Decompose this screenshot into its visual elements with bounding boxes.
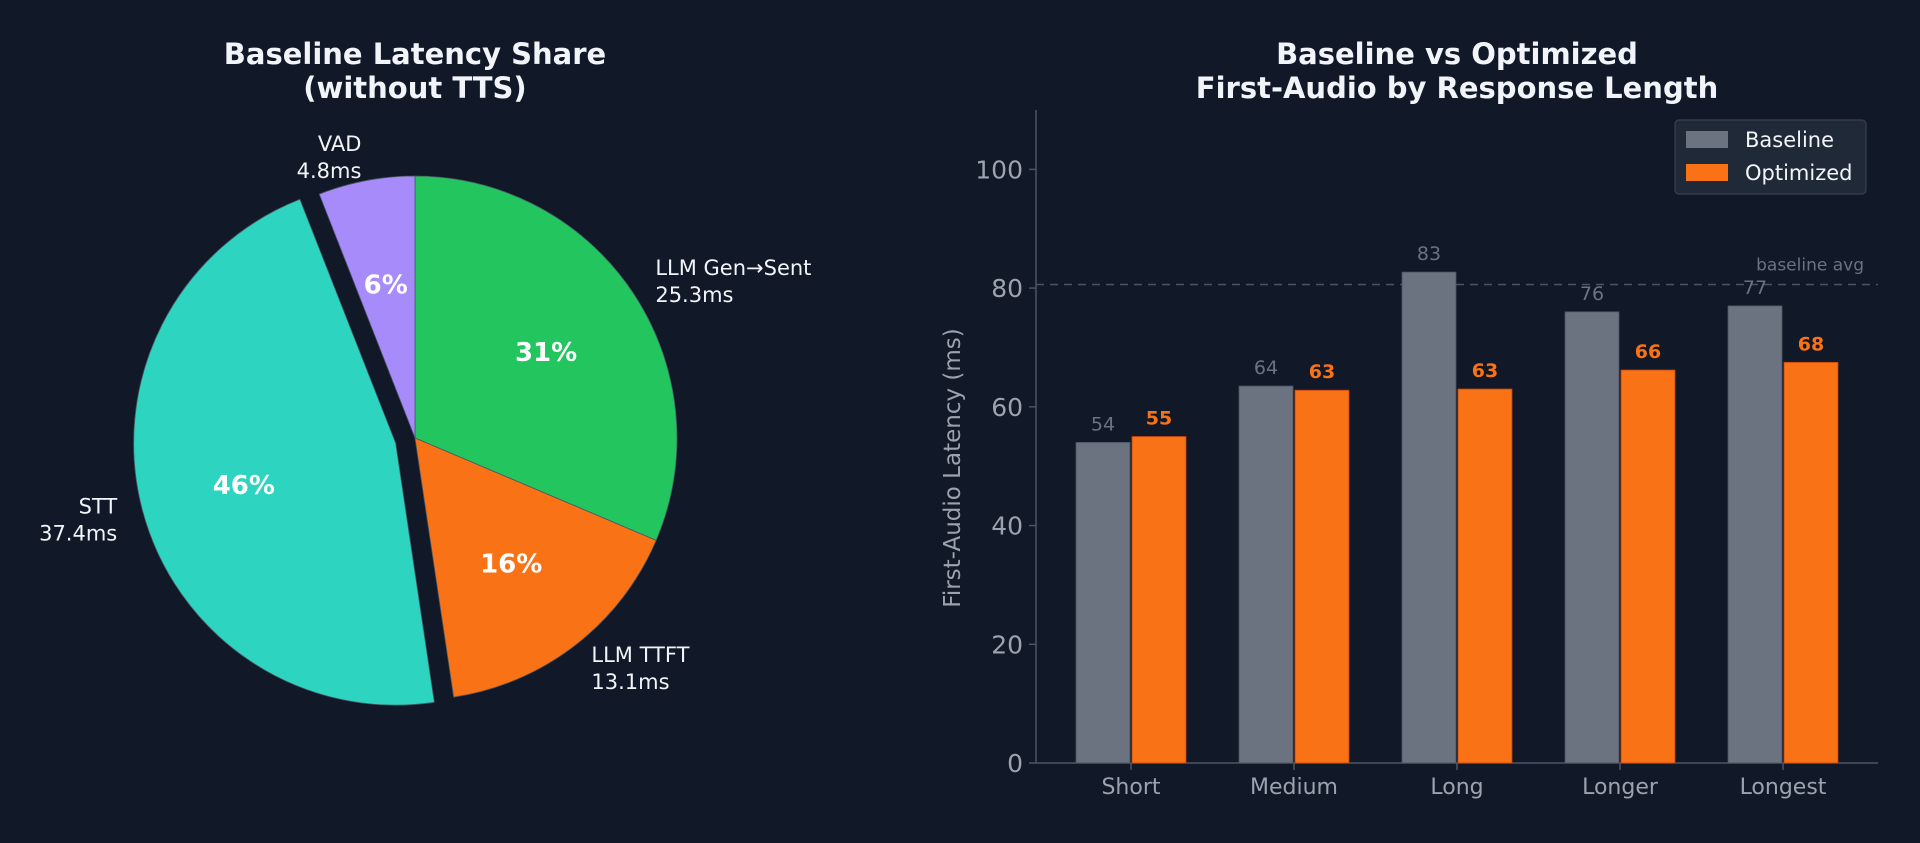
x-tick-label: Long [1430,775,1483,800]
pie-slices [133,175,678,706]
pie-title-line-2: (without TTS) [303,71,526,105]
bar-value-label-baseline: 76 [1580,283,1604,305]
pie-slice-vad [318,175,416,439]
bar-value-label-baseline: 54 [1091,413,1115,435]
y-tick-label: 40 [991,512,1023,541]
pie-percent-label-stt: 46% [213,471,275,501]
x-tick-label: Medium [1250,775,1338,800]
pie-value-label-llm-gen-sent: 25.3ms [655,283,733,307]
pie-name-label-llm-gen-sent: LLM Gen→Sent [655,256,811,280]
bar-value-label-baseline: 64 [1254,357,1278,379]
pie-value-label-llm-ttft: 13.1ms [591,670,669,694]
y-ticks: 0 20 40 60 80 100 [975,155,1036,778]
baseline-avg-label: baseline avg [1756,256,1864,276]
bar-value-label-optimized: 68 [1798,333,1824,355]
bar-value-label-optimized: 66 [1635,341,1661,363]
bar-baseline-longer [1564,311,1620,764]
pie-name-label-llm-ttft: LLM TTFT [591,643,689,667]
bar-value-label-baseline: 83 [1417,243,1441,265]
bar-optimized-longer [1620,369,1676,764]
bar-baseline-short [1075,442,1131,764]
pie-name-label-stt: STT [79,495,118,519]
y-axis-label: First-Audio Latency (ms) [940,328,966,607]
bar-chart-panel: Baseline vs Optimized First-Audio by Res… [940,37,1878,800]
pie-percent-label-llm-ttft: 16% [480,549,542,579]
bar-optimized-medium [1294,389,1350,764]
bar-baseline-longest [1727,305,1783,764]
bar-baseline-long [1401,271,1457,764]
y-tick-label: 20 [991,630,1023,659]
legend: Baseline Optimized [1674,119,1867,195]
pie-value-label-vad: 4.8ms [297,159,362,183]
bar-value-label-optimized: 55 [1146,408,1172,430]
bar-optimized-long [1457,388,1513,764]
pie-slice-llm-gen-sent [414,175,678,541]
y-tick-label: 60 [991,393,1023,422]
bar-value-label-baseline: 77 [1743,277,1767,299]
legend-label-optimized: Optimized [1745,161,1853,185]
pie-chart-panel: Baseline Latency Share (without TTS) 31%… [39,37,811,706]
legend-swatch-baseline [1686,131,1728,148]
y-tick-label: 100 [975,155,1023,184]
y-tick-label: 0 [1007,749,1023,778]
y-tick-label: 80 [991,274,1023,303]
x-tick-label: Longer [1582,775,1659,800]
bar-value-label-optimized: 63 [1472,360,1498,382]
pie-percent-label-llm-gen-sent: 31% [515,338,577,368]
bar-optimized-short [1131,436,1187,764]
pie-slice-llm-ttft [414,437,657,698]
legend-swatch-optimized [1686,164,1728,181]
x-tick-label: Short [1101,775,1160,800]
bar-optimized-longest [1783,361,1839,764]
x-tick-label: Longest [1740,775,1827,800]
pie-percent-label-vad: 6% [364,271,408,301]
bar-baseline-medium [1238,385,1294,764]
x-ticks: Short Medium Long Longer Longest [1101,763,1827,800]
bar-title-line-1: Baseline vs Optimized [1276,37,1638,71]
pie-name-label-vad: VAD [318,132,362,156]
legend-label-baseline: Baseline [1745,128,1834,152]
bar-title-line-2: First-Audio by Response Length [1196,71,1718,105]
bars: 54 55 64 63 83 63 76 66 77 68 [1075,243,1839,764]
bar-value-label-optimized: 63 [1309,361,1335,383]
pie-labels: 31% LLM Gen→Sent 25.3ms 16% LLM TTFT 13.1ms 46… [39,132,811,694]
reference-line-group: baseline avg [1036,256,1878,286]
pie-slice-stt [133,198,435,706]
pie-value-label-stt: 37.4ms [39,522,117,546]
pie-title-line-1: Baseline Latency Share [224,37,606,71]
